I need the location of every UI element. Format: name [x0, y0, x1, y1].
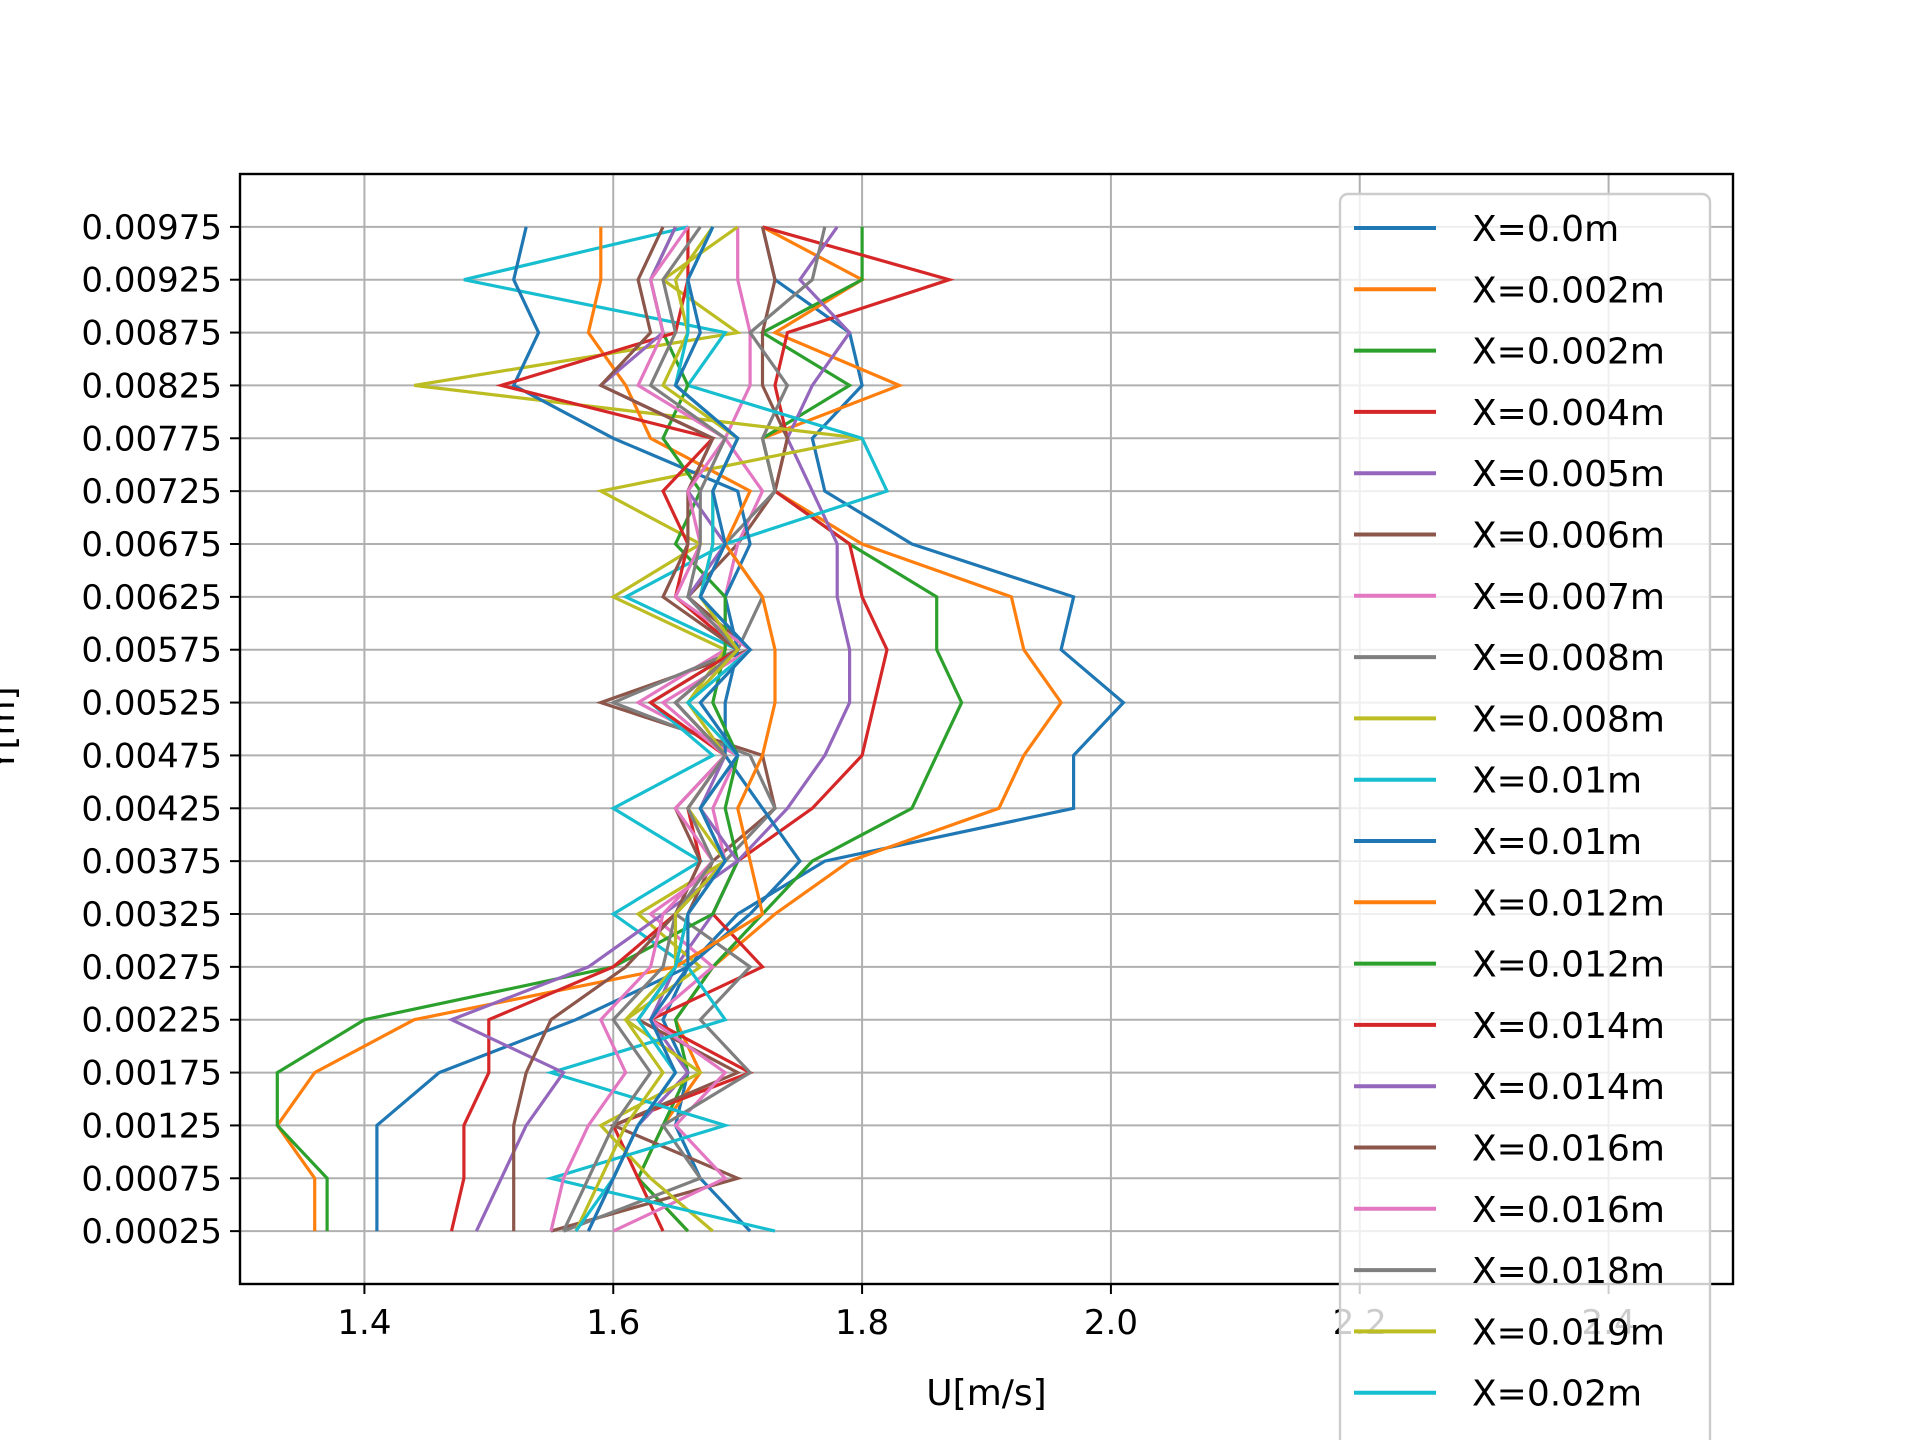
legend-box — [1338, 192, 1712, 1440]
legend-label: X=0.005m — [1472, 454, 1665, 495]
series-line-1 — [636, 225, 1064, 1233]
y-tick-label: 0.00675 — [81, 525, 222, 565]
series-line-17 — [562, 225, 741, 1232]
x-tick-label: 1.8 — [835, 1303, 889, 1343]
x-tick-label: 2.0 — [1084, 1303, 1138, 1343]
series-line-16 — [549, 225, 754, 1232]
legend-label: X=0.006m — [1472, 516, 1665, 557]
legend: X=0.0m X=0.002m X=0.002m X=0.004m X=0.005m X=… — [1338, 192, 1712, 1440]
legend-label: X=0.002m — [1472, 270, 1665, 311]
series-lines — [275, 225, 1126, 1233]
series-line-4 — [586, 225, 852, 1232]
series-line-11 — [275, 226, 777, 1232]
legend-label: X=0.01m — [1472, 822, 1642, 863]
legend-label: X=0.016m — [1472, 1190, 1665, 1231]
y-axis-label: Y[m] — [0, 686, 23, 772]
series-line-3 — [611, 225, 955, 1232]
y-tick-label: 0.00825 — [81, 366, 222, 406]
y-tick-label: 0.00725 — [81, 472, 222, 512]
legend-label: X=0.008m — [1472, 638, 1665, 679]
legend-label: X=0.012m — [1472, 883, 1665, 924]
series-line-0 — [661, 226, 1126, 1233]
y-tick-label: 0.00125 — [81, 1106, 222, 1146]
legend-label: X=0.02m — [1472, 1435, 1642, 1440]
plot-frame — [238, 172, 1735, 1286]
x-axis-label: U[m/s] — [926, 1373, 1046, 1414]
legend-label: X=0.014m — [1472, 1006, 1665, 1047]
series-line-13 — [449, 226, 741, 1232]
series-line-9 — [463, 225, 890, 1233]
y-tick-label: 0.00925 — [81, 261, 222, 301]
y-tick-label: 0.00575 — [81, 631, 222, 671]
legend-label: X=0.012m — [1472, 945, 1665, 986]
y-tick-label: 0.00075 — [81, 1159, 222, 1199]
y-axis: 0.00025 0.00075 0.00125 0.00175 0.00225 0.002… — [81, 208, 240, 1252]
y-tick-label: 0.00225 — [81, 1001, 222, 1041]
series-line-20 — [586, 226, 753, 1232]
legend-label: X=0.01m — [1472, 761, 1642, 802]
legend-label: X=0.008m — [1472, 699, 1665, 740]
y-tick-label: 0.00975 — [81, 208, 222, 248]
y-tick-label: 0.00475 — [81, 736, 222, 776]
legend-label: X=0.007m — [1472, 577, 1665, 618]
legend-label: X=0.019m — [1472, 1312, 1665, 1353]
legend-label: X=0.002m — [1472, 332, 1665, 373]
y-tick-label: 0.00325 — [81, 895, 222, 935]
x-tick-label: 1.4 — [337, 1303, 391, 1343]
legend-label: X=0.0m — [1472, 209, 1619, 250]
y-tick-label: 0.00275 — [81, 948, 222, 988]
series-line-15 — [512, 226, 741, 1232]
y-tick-label: 0.00625 — [81, 578, 222, 618]
y-tick-label: 0.00375 — [81, 842, 222, 882]
series-line-8 — [413, 225, 863, 1233]
y-tick-label: 0.00025 — [81, 1212, 222, 1252]
y-tick-label: 0.00875 — [81, 314, 222, 354]
legend-label: X=0.004m — [1472, 393, 1665, 434]
y-tick-label: 0.00425 — [81, 789, 222, 829]
y-tick-label: 0.00175 — [81, 1054, 222, 1094]
legend-label: X=0.018m — [1472, 1251, 1665, 1292]
y-tick-label: 0.00525 — [81, 684, 222, 724]
legend-label: X=0.014m — [1472, 1067, 1665, 1108]
x-tick-label: 1.6 — [586, 1303, 640, 1343]
y-tick-label: 0.00775 — [81, 419, 222, 459]
legend-label: X=0.016m — [1472, 1129, 1665, 1170]
legend-label: X=0.02m — [1472, 1374, 1642, 1415]
